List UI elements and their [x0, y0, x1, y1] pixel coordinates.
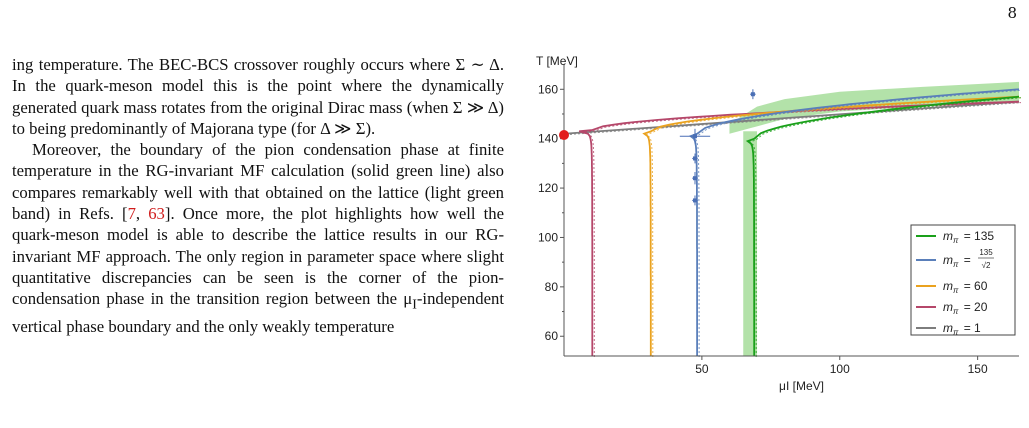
- legend-subscript: π: [953, 236, 959, 245]
- page-number: 8: [1007, 4, 1017, 22]
- series-line: [563, 100, 1020, 135]
- x-tick-label: 150: [968, 362, 988, 376]
- physical-point-marker: [559, 129, 569, 140]
- legend-subscript: π: [953, 260, 959, 269]
- y-tick-label: 80: [545, 280, 559, 294]
- paragraph-2-part-3: -independent vertical phase boundary and…: [12, 289, 504, 336]
- data-point: [692, 156, 697, 161]
- legend: mπ = 135 mπ = 135 √2 mπ = 60 mπ = 20 mπ = 1: [910, 224, 1016, 337]
- subscript-i: I: [412, 297, 417, 313]
- legend-value: = 60: [960, 279, 987, 293]
- y-tick-label: 60: [545, 329, 559, 343]
- paragraph-2-part-1: Moreover, the boundary of the pion conde…: [12, 140, 504, 224]
- lattice-point: [750, 89, 756, 100]
- legend-subscript: π: [953, 286, 959, 295]
- lattice-point: [692, 195, 698, 206]
- phase-diagram-chart: 50 100 150 60 80 100 120 140 160 T [MeV] μI [MeV] m…: [536, 54, 1022, 393]
- series-line-dotted: [748, 97, 1022, 357]
- series-line: [642, 95, 1020, 356]
- legend-value: =: [960, 253, 970, 267]
- y-tick-label: 100: [538, 230, 558, 244]
- legend-label: mπ = 1: [943, 321, 981, 337]
- x-tick-label: 100: [830, 362, 850, 376]
- data-point: [692, 134, 697, 139]
- data-point: [692, 176, 697, 181]
- legend-value: = 1: [960, 321, 981, 335]
- legend-value: = 20: [960, 300, 987, 314]
- citation-separator: ,: [135, 204, 149, 224]
- legend-label: mπ =: [943, 253, 971, 269]
- y-axis-label: T [MeV]: [536, 54, 578, 68]
- paragraph-2-part-2: ]. Once more, the plot highlights how we…: [12, 204, 505, 309]
- data-point: [692, 198, 697, 203]
- paragraph-1: ing temperature. The BEC-BCS crossover r…: [12, 55, 504, 138]
- legend-label: mπ = 20: [943, 300, 988, 316]
- series-line-dotted: [565, 102, 1022, 136]
- legend-subscript: π: [953, 307, 959, 316]
- citation-link[interactable]: 63: [148, 204, 165, 224]
- y-tick-label: 160: [538, 82, 558, 96]
- legend-box: [910, 224, 1016, 336]
- paragraph-2: Moreover, the boundary of the pion conde…: [12, 139, 504, 337]
- legend-label: mπ = 60: [943, 279, 988, 295]
- series-line: [745, 95, 1020, 356]
- y-tick-label: 120: [538, 181, 558, 195]
- series-line: [688, 88, 1020, 356]
- legend-label: mπ = 135: [943, 229, 994, 245]
- body-text: ing temperature. The BEC-BCS crossover r…: [12, 54, 504, 337]
- x-tick-label: 50: [695, 362, 709, 376]
- lattice-point: [692, 153, 698, 164]
- legend-subscript: π: [953, 328, 959, 337]
- phase-diagram-figure: 50 100 150 60 80 100 120 140 160 T [MeV] μI [MeV] m…: [516, 50, 1022, 410]
- series-line-dotted: [645, 97, 1022, 357]
- legend-fraction-numerator: 135: [979, 248, 993, 257]
- citation-link[interactable]: 7: [127, 204, 136, 224]
- legend-fraction-denominator: √2: [982, 261, 991, 270]
- lattice-point: [679, 128, 711, 144]
- y-tick-label: 140: [538, 132, 558, 146]
- series-line-dotted: [691, 89, 1022, 357]
- legend-value: = 135: [960, 229, 994, 243]
- data-point: [750, 92, 755, 97]
- lattice-point: [692, 172, 698, 185]
- x-axis-label: μI [MeV]: [779, 379, 824, 393]
